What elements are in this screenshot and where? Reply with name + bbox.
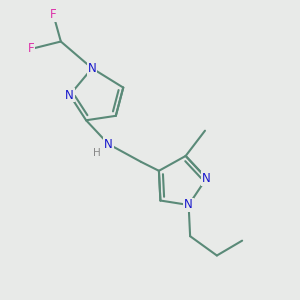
Text: N: N <box>202 172 211 185</box>
Text: F: F <box>50 8 57 21</box>
Text: N: N <box>65 88 74 101</box>
Text: N: N <box>104 138 113 151</box>
Text: N: N <box>184 199 193 212</box>
Text: H: H <box>93 148 101 158</box>
Text: N: N <box>88 62 96 75</box>
Text: F: F <box>28 42 34 56</box>
